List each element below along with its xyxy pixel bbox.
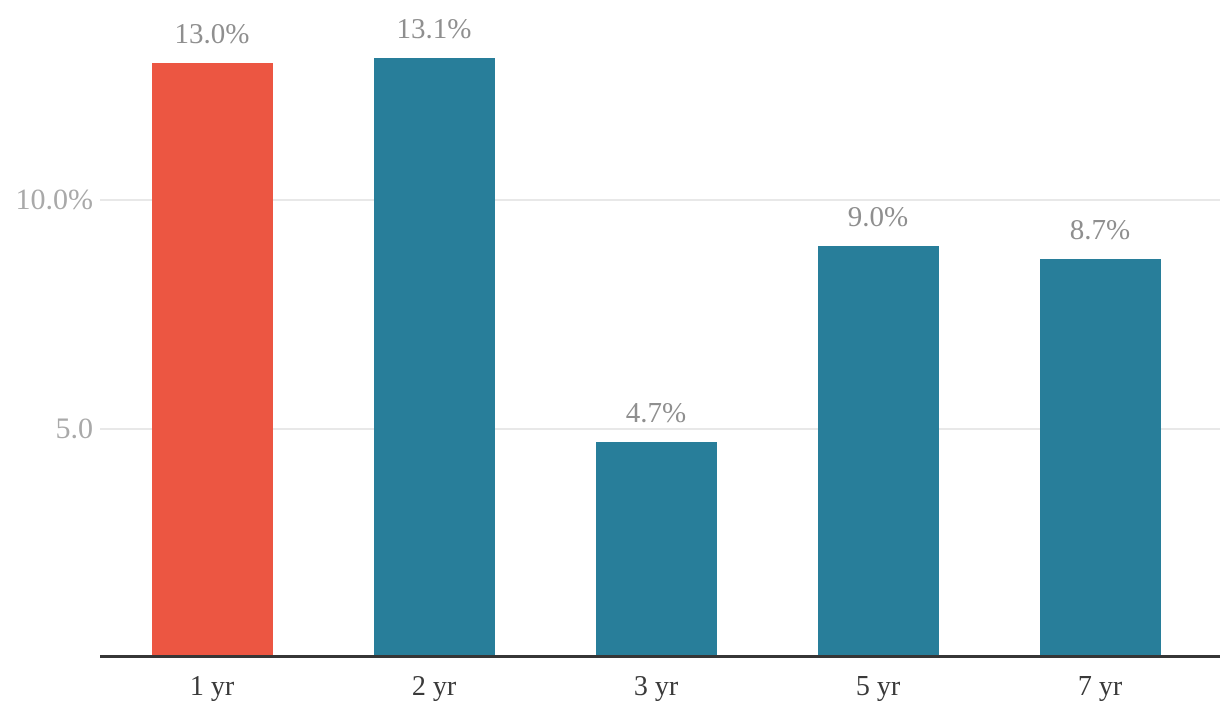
ytick-label: 10.0% <box>15 183 94 216</box>
value-label-3yr: 4.7% <box>625 397 687 430</box>
gridline-5.0 <box>100 427 1220 430</box>
bar-7yr <box>1039 259 1161 657</box>
value-label-1yr: 13.0% <box>174 17 250 50</box>
bar-2yr <box>373 58 495 657</box>
category-label-1yr: 1 yr <box>189 671 235 702</box>
value-label-7yr: 8.7% <box>1069 214 1131 247</box>
category-label-7yr: 7 yr <box>1077 671 1123 702</box>
gridline-10.0 <box>100 199 1220 201</box>
x-axis-line <box>100 655 1220 658</box>
category-label-5yr: 5 yr <box>855 671 901 702</box>
value-label-5yr: 9.0% <box>847 200 909 233</box>
ytick-label: 5.0 <box>55 411 94 445</box>
bar-1yr <box>151 62 273 657</box>
category-label-2yr: 2 yr <box>411 671 457 702</box>
bar-3yr <box>595 442 717 657</box>
category-label-3yr: 3 yr <box>633 671 679 702</box>
bar-5yr <box>817 245 939 657</box>
value-label-2yr: 13.1% <box>396 13 472 46</box>
